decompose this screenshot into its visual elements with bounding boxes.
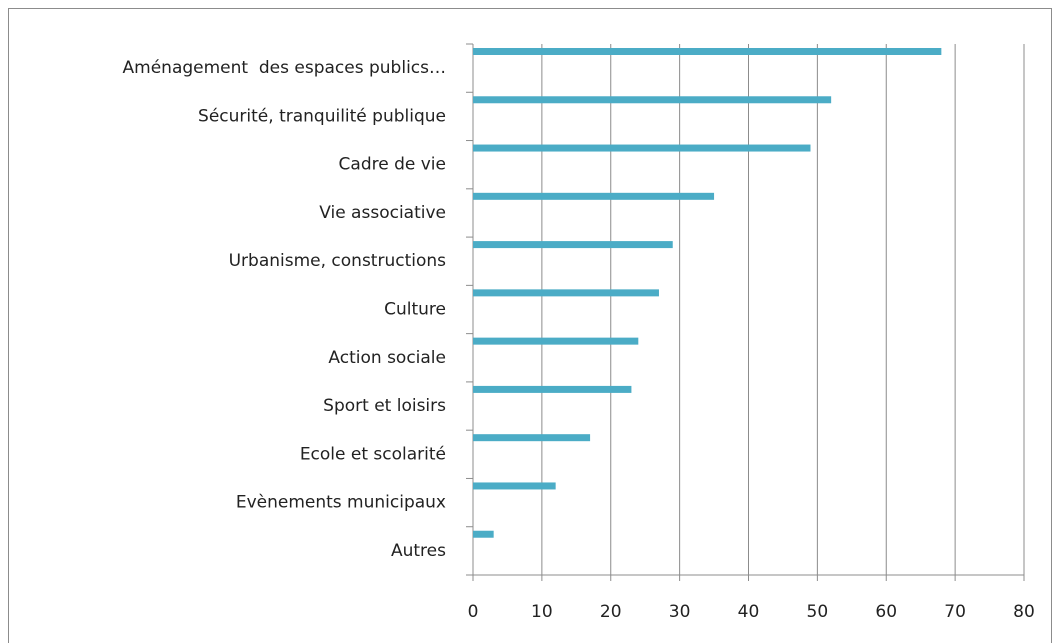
y-tick-label: Aménagement des espaces publics… [123,58,446,78]
y-tick-label: Action sociale [328,348,446,368]
bar [473,289,659,297]
y-tick-label: Sport et loisirs [323,396,446,416]
x-tick-label: 0 [468,602,479,622]
bar [473,434,591,442]
bar [473,96,832,104]
chart-frame [8,8,1052,643]
x-tick-label: 20 [600,602,622,622]
x-tick-label: 70 [944,602,966,622]
y-tick-label: Vie associative [319,203,446,223]
x-tick-label: 60 [875,602,897,622]
x-tick-label: 40 [738,602,760,622]
bar [473,337,639,345]
bar [473,385,632,393]
y-tick-label: Sécurité, tranquilité publique [198,106,446,126]
bar [473,482,556,490]
y-tick-label: Evènements municipaux [236,493,446,513]
y-tick-label: Autres [391,541,446,561]
bar [473,241,673,249]
bar [473,530,494,538]
y-tick-label: Cadre de vie [339,155,446,175]
y-tick-label: Urbanisme, constructions [229,251,447,271]
x-tick-label: 10 [531,602,553,622]
bar [473,192,715,200]
x-tick-label: 50 [807,602,829,622]
y-tick-label: Ecole et scolarité [300,444,446,464]
bar [473,144,811,152]
bar [473,48,942,55]
x-tick-label: 80 [1013,602,1035,622]
x-tick-label: 30 [669,602,691,622]
y-tick-label: Culture [384,300,446,320]
